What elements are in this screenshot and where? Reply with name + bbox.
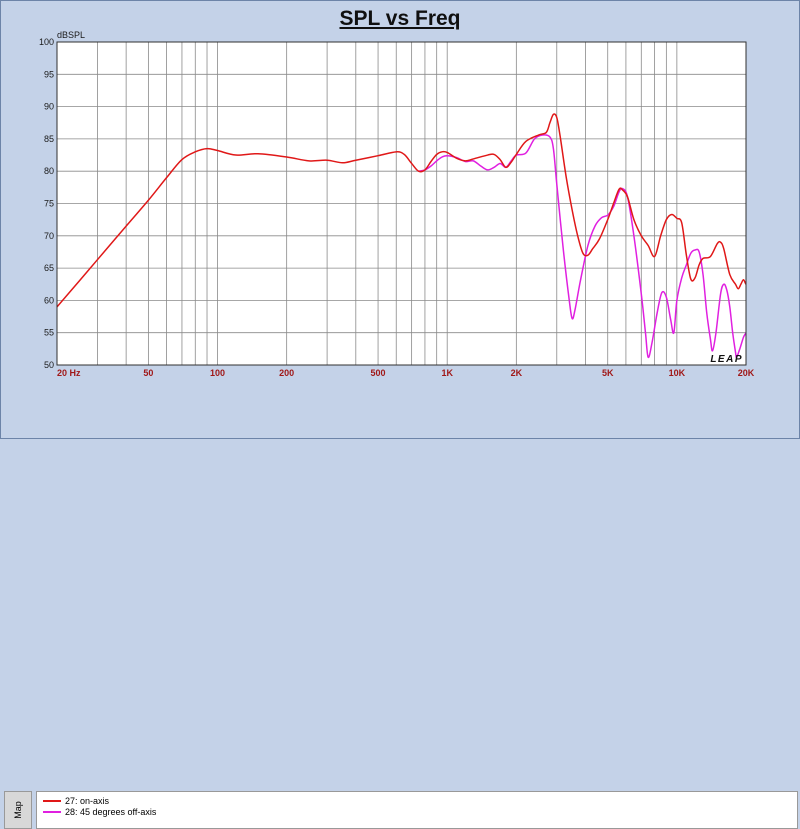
series-line-on-axis: [57, 113, 746, 308]
chart-title: SPL vs Freq: [0, 7, 800, 31]
y-tick-label: 100: [39, 37, 54, 47]
x-tick-label: 100: [210, 368, 225, 378]
x-tick-label: 20 Hz: [57, 368, 81, 378]
leap-logo: LEAP: [710, 354, 743, 365]
y-tick-label: 85: [44, 134, 54, 144]
x-tick-label: 2K: [511, 368, 523, 378]
x-tick-label: 20K: [738, 368, 755, 378]
chart-title-text: SPL vs Freq: [339, 7, 461, 30]
y-axis-label: dBSPL: [57, 30, 85, 40]
x-tick-label: 50: [143, 368, 153, 378]
x-tick-label: 200: [279, 368, 294, 378]
legend-panel: Map 27: on-axis 28: 45 degrees off-axis: [0, 394, 800, 829]
y-tick-label: 60: [44, 295, 54, 305]
legend-item-on-axis: 27: on-axis: [43, 796, 109, 806]
legend-label: 28: 45 degrees off-axis: [65, 807, 157, 817]
plot-border: [56, 41, 747, 366]
y-tick-label: 75: [44, 199, 54, 209]
x-tick-label: 500: [371, 368, 386, 378]
map-tab-label: Map: [12, 801, 23, 819]
x-tick-label: 10K: [669, 368, 686, 378]
legend-box: 27: on-axis 28: 45 degrees off-axis: [36, 791, 798, 829]
y-tick-label: 65: [44, 263, 54, 273]
legend-swatch: [43, 811, 61, 813]
y-tick-label: 50: [44, 360, 54, 370]
x-tick-label: 1K: [441, 368, 453, 378]
grid-lines: [57, 42, 746, 365]
legend-item-off-axis: 28: 45 degrees off-axis: [43, 807, 156, 817]
y-tick-label: 95: [44, 69, 54, 79]
y-tick-label: 70: [44, 231, 54, 241]
series-group: [57, 113, 746, 359]
y-tick-label: 80: [44, 166, 54, 176]
map-tab[interactable]: Map: [4, 791, 32, 829]
legend-label: 27: on-axis: [65, 796, 110, 806]
x-tick-label: 5K: [602, 368, 614, 378]
legend-swatch: [43, 800, 61, 802]
y-tick-label: 90: [44, 102, 54, 112]
y-tick-label: 55: [44, 328, 54, 338]
